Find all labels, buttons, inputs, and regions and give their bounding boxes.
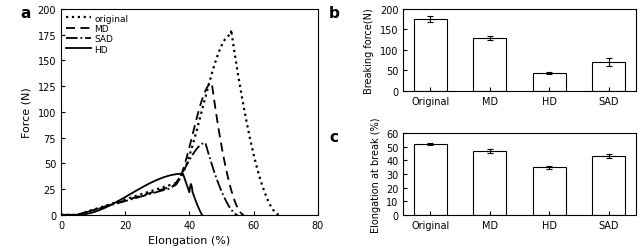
- MD: [152, 190, 160, 193]
- SAD: [121, 200, 128, 203]
- MD: [240, 214, 248, 216]
- Line: original: original: [61, 30, 279, 215]
- SAD: [110, 203, 118, 206]
- MD: [125, 198, 133, 201]
- Y-axis label: Elongation at break (%): Elongation at break (%): [370, 117, 381, 232]
- HD: [145, 182, 153, 185]
- Line: HD: HD: [61, 174, 202, 215]
- original: [266, 202, 273, 205]
- HD: [174, 173, 182, 176]
- SAD: [57, 214, 65, 216]
- Text: b: b: [329, 6, 340, 21]
- Bar: [593, 63, 625, 91]
- Bar: [533, 74, 566, 91]
- Bar: [473, 39, 506, 91]
- SAD: [234, 214, 241, 216]
- Bar: [414, 144, 447, 215]
- HD: [198, 214, 206, 216]
- original: [137, 193, 145, 196]
- Bar: [533, 168, 566, 215]
- HD: [179, 172, 187, 176]
- Bar: [414, 20, 447, 91]
- SAD: [184, 161, 192, 164]
- HD: [177, 172, 184, 176]
- SAD: [224, 204, 232, 206]
- Y-axis label: Breaking force(N): Breaking force(N): [365, 8, 374, 93]
- MD: [57, 214, 65, 216]
- Line: SAD: SAD: [61, 143, 238, 215]
- SAD: [229, 210, 236, 212]
- Line: MD: MD: [61, 84, 244, 215]
- Y-axis label: Force (N): Force (N): [22, 87, 32, 138]
- Text: a: a: [20, 6, 30, 21]
- Text: c: c: [329, 130, 338, 144]
- Legend: original, MD, SAD, HD: original, MD, SAD, HD: [64, 13, 130, 56]
- original: [206, 80, 214, 82]
- HD: [180, 176, 188, 180]
- MD: [193, 116, 201, 119]
- original: [275, 214, 283, 216]
- original: [200, 102, 208, 104]
- Bar: [473, 151, 506, 215]
- MD: [226, 182, 234, 186]
- original: [230, 46, 238, 48]
- original: [57, 214, 65, 216]
- original: [254, 171, 262, 174]
- MD: [167, 186, 175, 188]
- Bar: [593, 157, 625, 215]
- MD: [208, 82, 216, 85]
- MD: [98, 206, 105, 209]
- SAD: [202, 142, 209, 145]
- X-axis label: Elongation (%): Elongation (%): [148, 235, 230, 245]
- HD: [193, 202, 200, 205]
- SAD: [175, 176, 183, 180]
- HD: [57, 214, 65, 216]
- original: [227, 29, 235, 32]
- HD: [183, 183, 191, 186]
